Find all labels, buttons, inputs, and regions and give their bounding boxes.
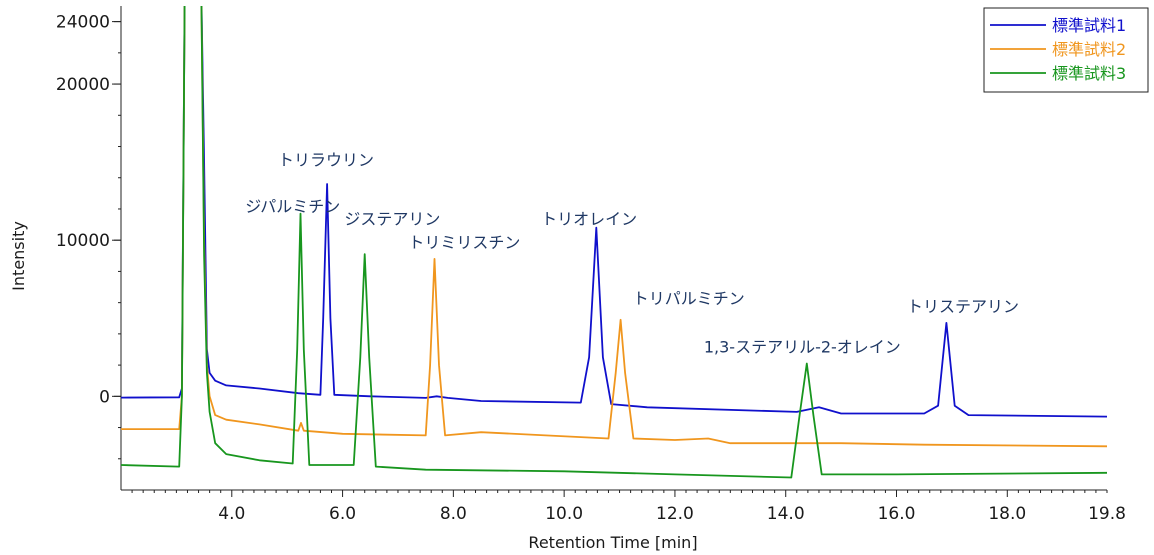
y-tick-label: 24000 [56, 13, 110, 33]
series-layer [121, 6, 1107, 479]
peak-annotation: トリミリスチン [408, 233, 520, 252]
x-tick-label: 6.0 [329, 504, 356, 524]
peak-annotation: ジステアリン [344, 210, 440, 229]
x-tick-label: 19.8 [1088, 504, 1126, 524]
peak-annotation: ジパルミチン [245, 197, 340, 216]
x-tick-label: 14.0 [767, 504, 805, 524]
peak-annotation: トリパルミチン [633, 289, 745, 308]
legend-label: 標準試料3 [1052, 64, 1126, 83]
x-tick-label: 10.0 [545, 504, 583, 524]
peak-annotation: トリステアリン [907, 297, 1019, 316]
x-tick-label: 12.0 [656, 504, 694, 524]
y-tick-label: 10000 [56, 231, 110, 251]
x-tick-label: 18.0 [988, 504, 1026, 524]
y-axis-title: Intensity [9, 221, 28, 291]
peak-annotation: 1,3-ステアリル-2-オレイン [704, 338, 901, 357]
legend-box [983, 7, 1149, 93]
legend-label: 標準試料2 [1052, 40, 1126, 59]
y-tick-label: 20000 [56, 75, 110, 95]
x-axis-title: Retention Time [min] [528, 533, 697, 552]
legend: 標準試料1 標準試料2 標準試料3 [983, 7, 1149, 93]
peak-annotation: トリオレイン [541, 210, 637, 229]
x-tick-label: 4.0 [218, 504, 245, 524]
x-tick-label: 16.0 [878, 504, 916, 524]
y-tick-label: 0 [99, 387, 110, 407]
x-tick-label: 8.0 [440, 504, 467, 524]
peak-annotation: トリラウリン [278, 150, 374, 169]
series-line-3 [121, 6, 1107, 479]
series-line-1 [121, 6, 1107, 418]
legend-label: 標準試料1 [1052, 16, 1126, 35]
axes: 4.0 6.0 8.0 10.0 12.0 14.0 16.0 18.0 19.8 0 10000 2… [56, 6, 1126, 524]
